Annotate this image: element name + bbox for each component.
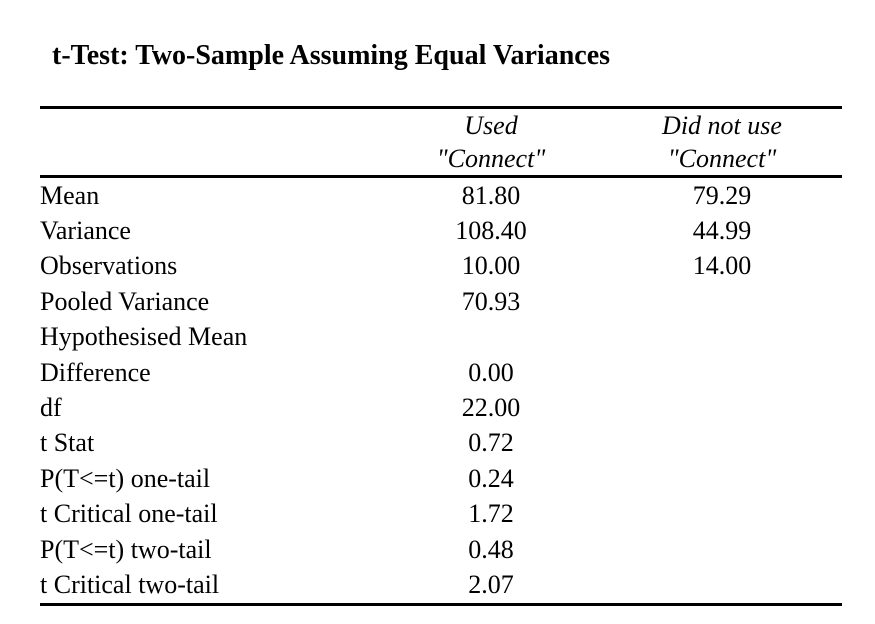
table-row-pooled-variance: Pooled Variance 70.93 xyxy=(40,284,842,319)
value-not-used xyxy=(602,532,842,567)
table-row-t-critical-one-tail: t Critical one-tail 1.72 xyxy=(40,497,842,532)
column-header-used-connect: Used "Connect" xyxy=(380,108,602,177)
table-row-t-critical-two-tail: t Critical two-tail 2.07 xyxy=(40,567,842,604)
table-row-t-stat: t Stat 0.72 xyxy=(40,426,842,461)
row-label: Pooled Variance xyxy=(40,286,210,316)
table-row-p-one-tail: P(T<=t) one-tail 0.24 xyxy=(40,461,842,496)
ttest-results-table: Used "Connect" Did not use "Connect" Mea… xyxy=(40,106,842,606)
column-header-line: Did not use xyxy=(662,111,782,140)
column-header-line: "Connect" xyxy=(667,144,777,173)
table-row-hypothesised-mean: Hypothesised Mean xyxy=(40,320,842,355)
value-used: 0.00 xyxy=(468,357,514,387)
table-row-variance: Variance 108.40 44.99 xyxy=(40,213,842,248)
value-not-used xyxy=(602,320,842,355)
value-used: 1.72 xyxy=(468,499,514,529)
value-not-used xyxy=(602,390,842,425)
value-not-used xyxy=(602,426,842,461)
value-used: 10.00 xyxy=(461,251,521,281)
header-spacer-cell xyxy=(40,108,380,177)
row-label: df xyxy=(40,393,62,423)
value-not-used xyxy=(602,284,842,319)
column-header-line: Used xyxy=(464,111,518,140)
value-used: 0.24 xyxy=(468,463,514,493)
value-not-used xyxy=(602,461,842,496)
table-row-df: df 22.00 xyxy=(40,390,842,425)
row-label: t Stat xyxy=(40,428,95,458)
value-used: 108.40 xyxy=(455,216,527,246)
value-used: 0.48 xyxy=(468,534,514,564)
row-label: P(T<=t) two-tail xyxy=(40,534,212,564)
row-label: t Critical one-tail xyxy=(40,499,218,529)
row-label: P(T<=t) one-tail xyxy=(40,463,211,493)
table-row-difference: Difference 0.00 xyxy=(40,355,842,390)
table-row-p-two-tail: P(T<=t) two-tail 0.48 xyxy=(40,532,842,567)
value-not-used xyxy=(602,567,842,604)
value-used: 0.72 xyxy=(468,428,514,458)
value-used: 81.80 xyxy=(461,180,521,210)
row-label: Variance xyxy=(40,216,131,246)
row-label: Observations xyxy=(40,251,178,281)
value-not-used xyxy=(602,355,842,390)
column-header-did-not-use-connect: Did not use "Connect" xyxy=(602,108,842,177)
value-not-used: 44.99 xyxy=(692,216,752,246)
header-row: Used "Connect" Did not use "Connect" xyxy=(40,108,842,177)
table-row-mean: Mean 81.80 79.29 xyxy=(40,177,842,214)
value-not-used: 79.29 xyxy=(692,180,752,210)
table-header: Used "Connect" Did not use "Connect" xyxy=(40,108,842,177)
table-title: t-Test: Two-Sample Assuming Equal Varian… xyxy=(52,40,611,71)
value-not-used xyxy=(602,497,842,532)
table-row-observations: Observations 10.00 14.00 xyxy=(40,249,842,284)
column-header-line: "Connect" xyxy=(436,144,546,173)
value-used xyxy=(380,320,602,355)
value-used: 70.93 xyxy=(461,286,521,316)
value-not-used: 14.00 xyxy=(692,251,752,281)
row-label: Difference xyxy=(40,357,151,387)
value-used: 2.07 xyxy=(468,569,514,599)
value-used: 22.00 xyxy=(461,393,521,423)
table-body: Mean 81.80 79.29 Variance 108.40 44.99 O… xyxy=(40,177,842,605)
row-label: Mean xyxy=(40,180,100,210)
row-label: Hypothesised Mean xyxy=(40,322,248,352)
row-label: t Critical two-tail xyxy=(40,569,220,599)
